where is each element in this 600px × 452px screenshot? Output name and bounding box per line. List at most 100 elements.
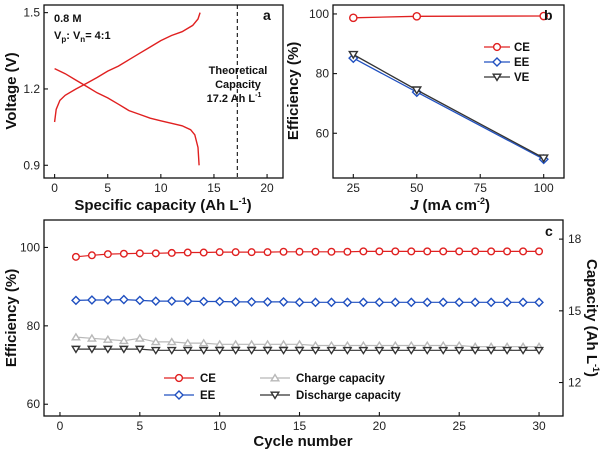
ce-point — [215, 248, 224, 257]
ratio-v-p: V — [54, 30, 62, 42]
theoretical-label-1: Theoretical — [209, 65, 268, 77]
concentration-annotation: 0.8 M — [54, 13, 82, 25]
panel-c-ylabel-right-sup: -1 — [591, 364, 600, 372]
discharge-capacity-line — [75, 348, 539, 351]
ratio-v-n: : V — [66, 30, 81, 42]
ee-point — [310, 297, 321, 308]
ratio-value: = 4:1 — [85, 30, 110, 42]
discharge-capacity-point — [118, 345, 129, 354]
panel-c-ytick-right-label: 12 — [568, 376, 582, 390]
panel-c-data — [70, 247, 545, 355]
panel-c-xtick-label: 5 — [136, 419, 143, 433]
legend-ce-label: CE — [514, 42, 530, 54]
ee-point — [358, 297, 369, 308]
ce-point — [87, 251, 96, 260]
panel-a-ylabel: Voltage (V) — [3, 52, 20, 129]
panel-c-frame — [43, 219, 564, 417]
ce-point — [263, 248, 272, 257]
charge-capacity-point — [246, 339, 257, 348]
discharge-capacity-point — [102, 345, 113, 354]
panel-c-xlabel: Cycle number — [253, 433, 352, 450]
panel-c-ylabel: Efficiency (%) — [3, 269, 20, 367]
panel-c-xtick-label: 0 — [57, 419, 64, 433]
ce-point — [471, 247, 480, 256]
discharge-capacity-point — [406, 346, 417, 355]
charge-capacity-point — [86, 333, 97, 342]
ce-point — [519, 247, 528, 256]
panel-b-xtick-label: 75 — [474, 181, 488, 195]
discharge-capacity-point — [518, 346, 529, 355]
ee-point — [230, 297, 241, 307]
panel-b-ylabel: Efficiency (%) — [285, 42, 302, 140]
theoretical-label-2: Capacity — [215, 79, 262, 91]
ce-point — [375, 247, 384, 256]
ee-point — [438, 297, 449, 308]
ee-point — [214, 296, 225, 307]
discharge-capacity-point — [326, 346, 337, 355]
panel-c-xtick-label: 10 — [213, 419, 227, 433]
panel-c-ylabel-right-close: ) — [583, 372, 600, 377]
legend-ee-marker — [174, 390, 184, 400]
panel-a-xtick-label: 10 — [154, 181, 168, 195]
charge-capacity-line — [75, 336, 539, 348]
panel-c-ticks: 0 5 10 15 20 25 30 60 80 100 12 15 18 — [20, 232, 582, 433]
panel-b-data — [348, 11, 549, 165]
discharge-capacity-point — [246, 346, 257, 355]
ee-point — [102, 295, 113, 305]
ce-point — [503, 247, 512, 256]
panel-a-xlabel-sup: -1 — [239, 196, 247, 206]
panel-a-xlabel-main: Specific capacity (Ah L — [74, 197, 238, 214]
panel-c-ytick-label: 80 — [27, 319, 41, 333]
discharge-capacity-point — [182, 346, 193, 355]
ve-point — [538, 154, 549, 163]
discharge-capacity-point — [438, 346, 449, 355]
panel-a-xtick-label: 5 — [104, 181, 111, 195]
ce-point — [407, 247, 416, 256]
ratio-sub-p: p — [61, 35, 66, 44]
ee-point — [134, 295, 145, 306]
panel-c-ytick-label: 60 — [27, 397, 41, 411]
discharge-curve — [54, 67, 200, 166]
panel-c-ylabel-right: Capacity (Ah L-1) — [583, 259, 600, 377]
panel-b-ytick-label: 100 — [309, 7, 329, 21]
ce-line — [353, 15, 544, 19]
ee-point — [454, 297, 465, 308]
panel-a-xtick-label: 20 — [260, 181, 274, 195]
charge-capacity-point — [294, 339, 305, 348]
ce-point — [247, 248, 256, 257]
panel-c-legend: CE EE Charge capacity Discharge capacity — [164, 373, 401, 402]
legend-charge-capacity-marker — [269, 373, 281, 382]
panel-c: 0 5 10 15 20 25 30 60 80 100 12 15 18 c CE EE Charge c… — [3, 219, 600, 450]
discharge-capacity-point — [310, 346, 321, 355]
panel-b-xtick-label: 100 — [534, 181, 554, 195]
discharge-capacity-point — [214, 346, 225, 355]
legend-ve-label: VE — [514, 72, 530, 84]
discharge-capacity-point — [278, 346, 289, 355]
charge-curve — [53, 12, 201, 123]
ee-point — [422, 297, 433, 308]
ve-point — [348, 50, 359, 60]
ce-point — [539, 11, 548, 21]
ee-point — [118, 294, 129, 305]
panel-b-ytick-label: 80 — [316, 67, 330, 81]
ce-point — [151, 249, 160, 258]
ee-point — [406, 297, 417, 308]
discharge-capacity-point — [198, 346, 209, 355]
panel-a-label: a — [263, 7, 271, 23]
ce-point — [359, 247, 368, 256]
ce-point — [231, 248, 240, 257]
ee-point — [326, 297, 337, 308]
panel-c-ytick-label: 100 — [20, 240, 40, 254]
ce-point — [183, 248, 192, 257]
ce-line — [75, 250, 539, 258]
ce-point — [343, 247, 352, 256]
ce-point — [391, 247, 400, 256]
charge-capacity-point — [70, 332, 81, 341]
charge-capacity-point — [134, 333, 145, 342]
ee-point — [518, 297, 528, 308]
discharge-capacity-point — [166, 346, 177, 355]
ee-point — [278, 297, 289, 307]
legend-ve-marker — [491, 73, 503, 82]
charge-capacity-point — [182, 338, 193, 347]
